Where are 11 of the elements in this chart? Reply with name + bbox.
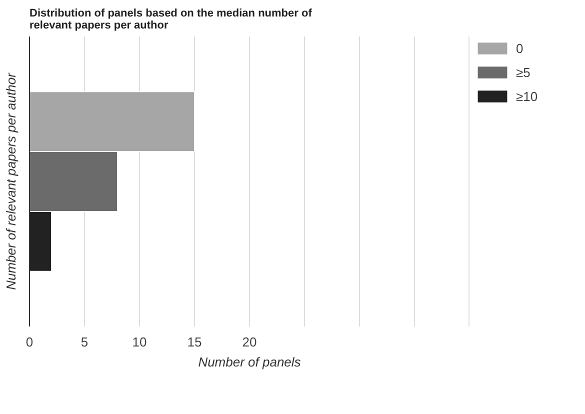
legend-label: 0 — [516, 40, 524, 56]
legend-label: ≥10 — [516, 88, 538, 104]
x-tick-label: 10 — [132, 334, 147, 350]
chart-title: Distribution of panels based on the median number of relevant papers per author — [30, 8, 312, 32]
x-axis-title: Number of panels — [198, 354, 302, 370]
x-tick-label: 0 — [26, 334, 34, 350]
x-tick-label: 5 — [80, 334, 88, 350]
x-tick-label: 20 — [242, 334, 257, 350]
x-tick-label: 15 — [187, 334, 202, 350]
y-axis-title: Number of relevant papers per author — [4, 72, 18, 290]
legend-label: ≥5 — [516, 64, 532, 80]
